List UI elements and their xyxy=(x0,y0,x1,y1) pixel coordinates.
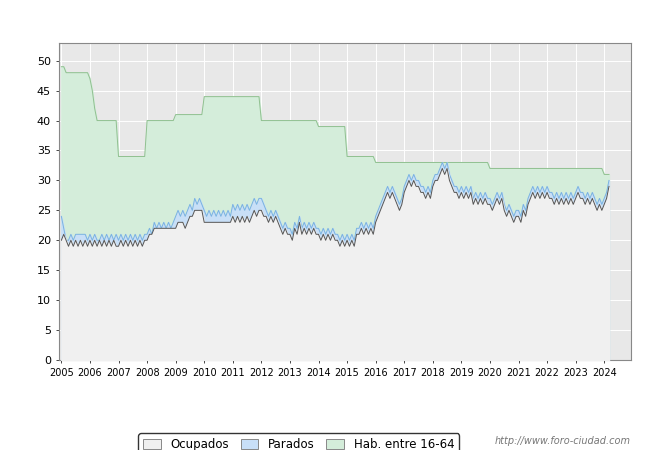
Text: Monterrubio - Evolucion de la poblacion en edad de Trabajar Noviembre de 2024: Monterrubio - Evolucion de la poblacion … xyxy=(30,9,620,24)
Text: http://www.foro-ciudad.com: http://www.foro-ciudad.com xyxy=(495,436,630,446)
Legend: Ocupados, Parados, Hab. entre 16-64: Ocupados, Parados, Hab. entre 16-64 xyxy=(138,433,459,450)
